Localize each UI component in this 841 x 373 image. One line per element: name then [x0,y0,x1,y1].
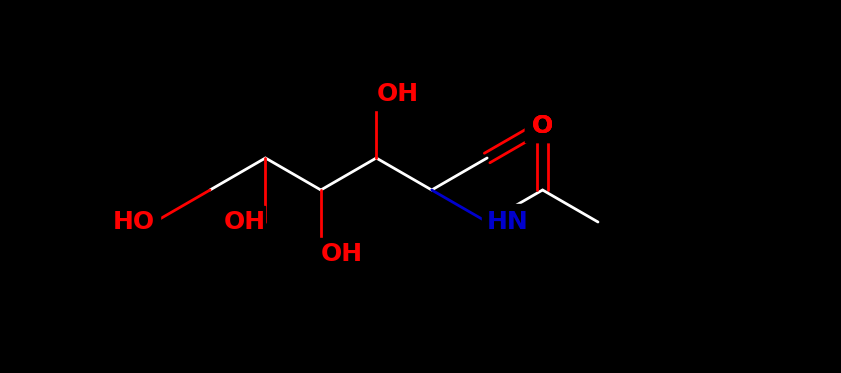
Text: HN: HN [487,210,529,234]
Bar [99,206,160,238]
Text: O: O [532,114,553,138]
Bar [525,110,561,142]
Bar [371,78,421,110]
Text: HO: HO [113,210,155,234]
Text: OH: OH [224,210,266,234]
Bar [215,206,266,238]
Bar [525,110,561,142]
Text: O: O [532,114,553,138]
Bar [482,204,542,240]
Bar [316,238,366,270]
Text: OH: OH [321,242,363,266]
Text: OH: OH [376,82,419,106]
Text: O: O [532,114,553,138]
